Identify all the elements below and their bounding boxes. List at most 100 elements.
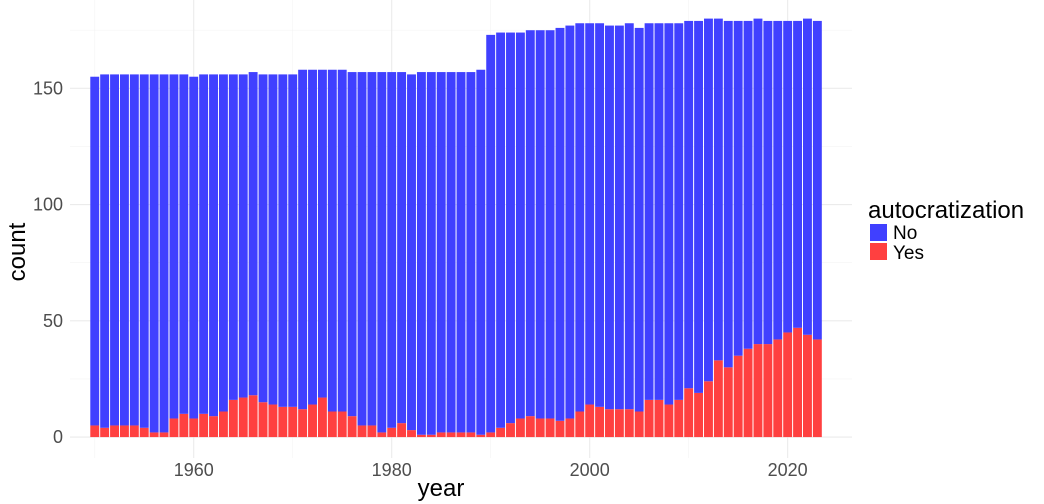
bar-yes: [614, 409, 624, 438]
bar-yes: [743, 348, 753, 438]
bar-yes: [753, 344, 763, 438]
bar-yes: [634, 411, 644, 438]
bar-no: [337, 69, 347, 412]
bar-no: [446, 72, 456, 433]
bar-no: [387, 72, 397, 428]
bar-yes: [446, 432, 456, 438]
bar-no: [565, 25, 575, 419]
x-tick-label: 2020: [768, 460, 808, 480]
bar-yes: [426, 434, 436, 438]
bar-no: [585, 23, 595, 405]
bar-no: [723, 20, 733, 368]
bar-no: [753, 18, 763, 345]
bars: [90, 18, 822, 438]
bar-yes: [268, 404, 278, 438]
bar-no: [624, 23, 634, 410]
bar-no: [189, 76, 199, 419]
bar-yes: [773, 339, 783, 438]
bar-no: [278, 74, 288, 407]
bar-no: [694, 20, 704, 393]
bar-no: [763, 20, 773, 345]
bar-yes: [793, 327, 803, 438]
bar-no: [644, 23, 654, 400]
bar-no: [674, 23, 684, 400]
bar-no: [169, 74, 179, 419]
bar-yes: [337, 411, 347, 438]
bar-no: [783, 20, 793, 333]
bar-no: [228, 74, 238, 400]
legend-key-yes: [870, 243, 887, 260]
bar-yes: [110, 425, 119, 438]
bar-no: [506, 32, 515, 424]
bar-no: [357, 72, 367, 426]
legend-label-no: No: [893, 223, 917, 244]
bar-yes: [189, 418, 199, 438]
bar-yes: [733, 355, 743, 438]
bar-yes: [416, 434, 426, 438]
bar-no: [704, 18, 713, 382]
bar-no: [258, 74, 268, 403]
bar-yes: [139, 427, 149, 438]
bar-no: [793, 20, 803, 328]
bar-yes: [159, 432, 169, 438]
bar-no: [634, 27, 644, 412]
bar-no: [110, 74, 119, 426]
bar-no: [426, 72, 436, 435]
bar-no: [525, 30, 535, 417]
bar-no: [535, 30, 545, 419]
bar-yes: [308, 404, 317, 438]
bar-yes: [535, 418, 545, 438]
bar-yes: [90, 425, 100, 438]
bar-no: [139, 74, 149, 428]
bar-yes: [387, 427, 397, 438]
bar-yes: [763, 344, 773, 438]
bar-yes: [100, 427, 110, 438]
bar-no: [248, 72, 258, 396]
bar-yes: [248, 395, 258, 438]
bar-no: [595, 23, 605, 407]
bar-no: [743, 20, 753, 349]
bar-yes: [545, 418, 555, 438]
bar-no: [119, 74, 129, 426]
bar-yes: [476, 434, 486, 438]
y-tick-label: 100: [33, 195, 63, 215]
bar-yes: [397, 423, 407, 438]
bar-no: [812, 20, 822, 340]
bar-yes: [357, 425, 367, 438]
bar-yes: [169, 418, 179, 438]
bar-no: [515, 32, 525, 419]
bar-yes: [704, 381, 713, 438]
bar-no: [347, 72, 357, 417]
bar-no: [545, 30, 555, 419]
bar-no: [614, 25, 624, 410]
bar-yes: [812, 339, 822, 438]
bar-no: [654, 23, 664, 400]
bar-no: [209, 74, 218, 417]
bar-no: [407, 74, 416, 431]
bar-yes: [218, 411, 228, 438]
bar-no: [605, 25, 614, 410]
legend-label-yes: Yes: [893, 243, 924, 264]
bar-no: [218, 74, 228, 412]
bar-yes: [595, 406, 605, 438]
bar-no: [129, 74, 139, 426]
bar-yes: [605, 409, 614, 438]
bar-no: [575, 23, 585, 412]
bar-yes: [119, 425, 129, 438]
bar-yes: [466, 432, 476, 438]
bar-yes: [317, 397, 327, 438]
bar-yes: [694, 392, 704, 438]
bar-no: [486, 34, 496, 433]
bar-no: [466, 72, 476, 433]
bar-no: [90, 76, 100, 426]
y-tick-label: 150: [33, 78, 63, 98]
bar-yes: [515, 418, 525, 438]
bar-yes: [585, 404, 595, 438]
bar-yes: [199, 413, 209, 438]
bar-yes: [179, 413, 189, 438]
x-tick-label: 2000: [570, 460, 610, 480]
bar-yes: [258, 402, 268, 438]
x-tick-label: 1980: [372, 460, 412, 480]
bar-yes: [723, 367, 733, 438]
